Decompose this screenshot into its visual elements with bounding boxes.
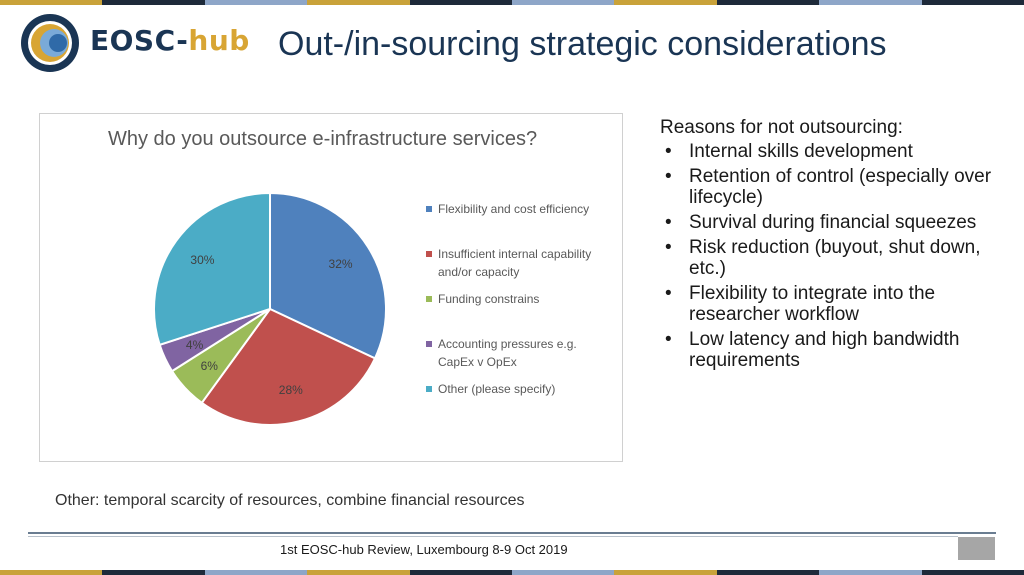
bullet-icon: •: [665, 212, 672, 233]
stripe-segment: [819, 0, 922, 5]
stripe-segment: [716, 570, 820, 575]
bullet-icon: •: [665, 141, 672, 162]
reason-text: Internal skills development: [689, 141, 913, 162]
stripe-segment: [102, 570, 205, 575]
reason-item: • Survival during financial squeezes: [665, 212, 1005, 233]
bullet-icon: •: [665, 166, 672, 187]
pie-chart-panel: Why do you outsource e-infrastructure se…: [39, 113, 623, 462]
reason-item: • Retention of control (especially over l…: [665, 166, 1005, 208]
legend-item: Insufficient internal capability and/or …: [426, 245, 616, 281]
reason-item: • Internal skills development: [665, 141, 1005, 162]
pie-slice: [269, 191, 387, 360]
slice-value-label: 4%: [185, 337, 204, 352]
stripe-segment: [409, 0, 513, 5]
pie-slice: [200, 307, 377, 426]
reason-text: Risk reduction (buyout, shut down, etc.): [689, 237, 981, 279]
legend-label: Funding constrains: [438, 292, 540, 306]
legend-label: Accounting pressures e.g. CapEx v OpEx: [438, 337, 577, 369]
reason-text: Retention of control (especially over li…: [689, 166, 992, 208]
logo-wordmark: EOSC-hub: [90, 24, 250, 57]
chart-title: Why do you outsource e-infrastructure se…: [108, 128, 538, 150]
bottom-color-stripe: [0, 570, 1024, 575]
logo-text-main: EOSC-: [90, 24, 189, 57]
pie-chart: [153, 191, 387, 426]
legend-item: Flexibility and cost efficiency: [426, 200, 616, 218]
slice-value-label: 32%: [328, 257, 353, 272]
bullet-icon: •: [665, 237, 672, 258]
slice-value-label: 30%: [190, 252, 215, 267]
legend-item: Other (please specify): [426, 380, 616, 398]
stripe-segment: [614, 0, 717, 5]
slice-value-label: 28%: [278, 382, 303, 397]
stripe-segment: [0, 570, 103, 575]
stripe-segment: [204, 0, 308, 5]
pie-slice: [153, 191, 271, 347]
slice-value-label: 6%: [200, 359, 218, 374]
footer-text: 1st EOSC-hub Review, Luxembourg 8-9 Oct …: [280, 542, 568, 557]
legend-label: Other (please specify): [438, 382, 556, 396]
page-number-box: [958, 537, 995, 560]
bullet-icon: •: [665, 329, 672, 350]
eosc-hub-logo: [21, 14, 79, 72]
stripe-segment: [614, 570, 717, 575]
stripe-segment: [102, 0, 205, 5]
slide-title: Out-/in-sourcing strategic consideration…: [278, 25, 887, 63]
legend-swatch: [426, 296, 432, 302]
stripe-segment: [512, 570, 615, 575]
stripe-segment: [0, 0, 103, 5]
reasons-list: • Internal skills development • Retention o…: [665, 141, 1005, 375]
reasons-heading: Reasons for not outsourcing:: [660, 117, 903, 138]
stripe-segment: [307, 570, 410, 575]
legend-item: Accounting pressures e.g. CapEx v OpEx: [426, 335, 616, 371]
stripe-segment: [921, 570, 1024, 575]
top-color-stripe: [0, 0, 1024, 5]
reason-text: Flexibility to integrate into the resear…: [689, 283, 936, 325]
reason-item: • Risk reduction (buyout, shut down, etc.…: [665, 237, 1005, 279]
reason-text: Low latency and high bandwidth requireme…: [689, 329, 960, 371]
legend-label: Flexibility and cost efficiency: [438, 202, 590, 216]
legend-swatch: [426, 386, 432, 392]
stripe-segment: [819, 570, 922, 575]
legend-swatch: [426, 251, 432, 257]
stripe-segment: [921, 0, 1024, 5]
stripe-segment: [512, 0, 615, 5]
stripe-segment: [716, 0, 820, 5]
legend-swatch: [426, 206, 432, 212]
legend-label: Insufficient internal capability and/or …: [438, 247, 592, 279]
stripe-segment: [204, 570, 308, 575]
reason-item: • Low latency and high bandwidth requirem…: [665, 329, 1005, 371]
bullet-icon: •: [665, 283, 672, 304]
stripe-segment: [307, 0, 410, 5]
legend-item: Funding constrains: [426, 290, 616, 308]
stripe-segment: [409, 570, 513, 575]
footer-divider-thin: [28, 536, 958, 537]
logo-text-accent: hub: [188, 24, 250, 57]
legend-swatch: [426, 341, 432, 347]
other-note: Other: temporal scarcity of resources, c…: [55, 492, 525, 509]
footer-divider: [28, 532, 996, 534]
reason-item: • Flexibility to integrate into the resea…: [665, 283, 1005, 325]
reason-text: Survival during financial squeezes: [689, 212, 977, 233]
